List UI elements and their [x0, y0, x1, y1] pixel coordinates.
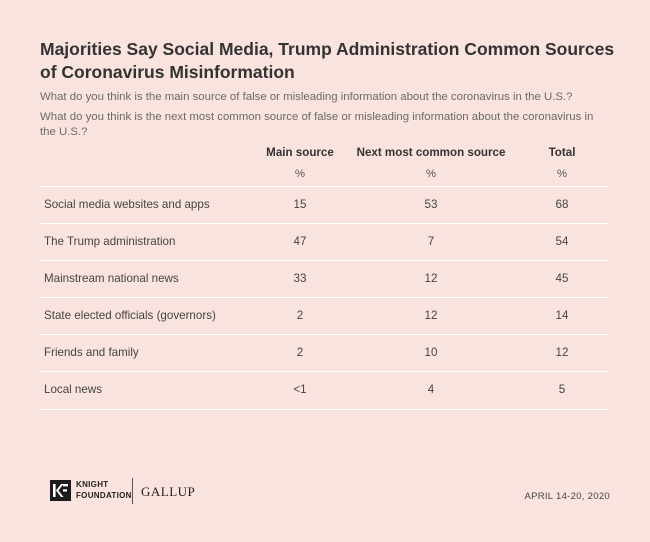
row-label: The Trump administration [44, 235, 176, 248]
cell-main-source: 2 [296, 309, 304, 322]
cell-next-source: 7 [427, 235, 435, 248]
question-main-source: What do you think is the main source of … [40, 91, 573, 103]
table-row: Local news <1 4 5 [40, 371, 608, 410]
cell-total: 45 [555, 272, 569, 285]
row-label: Mainstream national news [44, 272, 179, 285]
cell-total: 54 [555, 235, 569, 248]
table-row: Mainstream national news 33 12 45 [40, 260, 608, 298]
row-label: Friends and family [44, 346, 139, 359]
column-header-next-source: Next most common source [356, 146, 506, 159]
unit-next-source: % [425, 168, 437, 180]
column-header-total: Total [548, 146, 576, 159]
knight-foundation-wordmark: KNIGHT FOUNDATION [76, 480, 132, 500]
chart-title: Majorities Say Social Media, Trump Admin… [40, 39, 615, 82]
cell-total: 5 [558, 383, 566, 396]
survey-date: APRIL 14-20, 2020 [524, 491, 610, 502]
cell-next-source: 12 [424, 309, 438, 322]
row-label: Social media websites and apps [44, 198, 210, 211]
question-next-source: What do you think is the next most commo… [40, 111, 594, 138]
logo-divider [132, 478, 133, 504]
cell-next-source: 53 [424, 198, 438, 211]
table-row: Social media websites and apps 15 53 68 [40, 186, 608, 224]
gallup-logo: GALLUP [141, 484, 196, 499]
cell-next-source: 10 [424, 346, 438, 359]
table-row: Friends and family 2 10 12 [40, 334, 608, 372]
cell-total: 14 [555, 309, 569, 322]
unit-total: % [556, 168, 568, 180]
row-label: State elected officials (governors) [44, 309, 216, 322]
table-row: The Trump administration 47 7 54 [40, 223, 608, 261]
cell-main-source: 2 [296, 346, 304, 359]
column-header-main-source: Main source [266, 146, 334, 159]
cell-next-source: 12 [424, 272, 438, 285]
cell-total: 12 [555, 346, 569, 359]
unit-main-source: % [294, 168, 306, 180]
table-row: State elected officials (governors) 2 12 14 [40, 297, 608, 335]
cell-main-source: <1 [293, 383, 307, 396]
cell-main-source: 47 [293, 235, 307, 248]
cell-main-source: 15 [293, 198, 307, 211]
cell-next-source: 4 [427, 383, 435, 396]
row-label: Local news [44, 383, 103, 396]
knight-foundation-logo-icon [50, 480, 71, 501]
cell-total: 68 [555, 198, 569, 211]
cell-main-source: 33 [293, 272, 307, 285]
